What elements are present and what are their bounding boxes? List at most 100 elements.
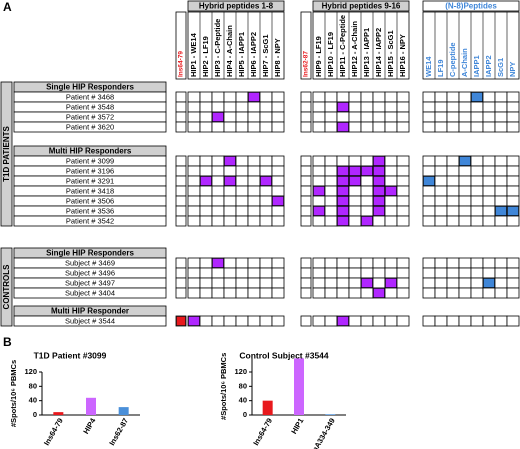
cell [259, 155, 273, 167]
cell [446, 121, 460, 133]
cell [506, 257, 520, 269]
cell [223, 277, 237, 289]
cell [396, 215, 410, 227]
column-label: C-peptide [448, 42, 457, 77]
cell [175, 91, 187, 103]
cell [187, 111, 201, 123]
y-tick-label: 80 [29, 381, 37, 390]
cell [348, 101, 362, 113]
cell [360, 111, 374, 123]
positive-cell [337, 122, 349, 132]
cell [482, 155, 496, 167]
cell [360, 287, 374, 299]
cell [422, 101, 436, 113]
cell [506, 121, 520, 133]
cell [470, 121, 484, 133]
cell [271, 287, 285, 299]
cell [175, 155, 187, 167]
cell [300, 215, 312, 227]
cell [384, 267, 398, 279]
cell [247, 185, 261, 197]
positive-cell [361, 216, 373, 226]
cell [259, 165, 273, 177]
cell [247, 205, 261, 217]
cell [384, 257, 398, 269]
insulin-header-box [300, 11, 312, 80]
cell [247, 175, 261, 187]
cell [324, 315, 338, 327]
column-label: HIP1 - WE14 [189, 32, 198, 77]
cell [482, 111, 496, 123]
cell [348, 195, 362, 207]
y-tick-label: 80 [239, 381, 247, 390]
column-label: HIP7 - ScG1 [261, 34, 270, 77]
positive-cell [337, 176, 349, 186]
cell [396, 257, 410, 269]
cell [312, 91, 326, 103]
row-label: Patient # 3196 [66, 166, 114, 175]
row-label: Patient # 3536 [66, 206, 114, 215]
cell [372, 91, 386, 103]
cell [199, 101, 213, 113]
cell [360, 175, 374, 187]
cell [470, 155, 484, 167]
cell [175, 267, 187, 279]
cell [300, 315, 312, 327]
cell [446, 257, 460, 269]
cell [175, 101, 187, 113]
cell [494, 287, 508, 299]
cell [187, 91, 201, 103]
cell [336, 111, 350, 123]
cell [175, 257, 187, 269]
positive-cell [260, 176, 272, 186]
cell [175, 205, 187, 217]
cell [300, 101, 312, 113]
cell [506, 287, 520, 299]
positive-cell [313, 186, 325, 196]
cell [446, 101, 460, 113]
row-label: Patient # 3572 [66, 112, 114, 121]
cell [396, 185, 410, 197]
row-label: Patient # 3548 [66, 102, 114, 111]
row-label: Patient # 3291 [66, 176, 114, 185]
cell [211, 155, 225, 167]
positive-cell [373, 206, 385, 216]
cell [199, 315, 213, 327]
cell [247, 121, 261, 133]
positive-cell [337, 216, 349, 226]
cell [482, 121, 496, 133]
cell [300, 121, 312, 133]
cell [199, 121, 213, 133]
cell [434, 121, 448, 133]
cell [235, 175, 249, 187]
cell [211, 277, 225, 289]
cell [235, 205, 249, 217]
row-label: Patient # 3620 [66, 122, 114, 131]
cell [199, 165, 213, 177]
cell [199, 205, 213, 217]
cell [336, 267, 350, 279]
cell [396, 277, 410, 289]
cell [259, 195, 273, 207]
cell [446, 155, 460, 167]
cell [396, 195, 410, 207]
y-axis-label: #Spots/10⁶ PBMCs [9, 360, 18, 427]
cell [324, 215, 338, 227]
cell [259, 277, 273, 289]
cell [506, 267, 520, 279]
cell [422, 315, 436, 327]
cell [446, 315, 460, 327]
x-tick-label: Ins64-79 [42, 416, 65, 447]
y-tick-label: 40 [239, 396, 247, 405]
cell [384, 215, 398, 227]
cell [312, 277, 326, 289]
cell [187, 215, 201, 227]
positive-cell [212, 258, 224, 268]
cell [506, 165, 520, 177]
column-label: HIP10 - LF19 [326, 32, 335, 77]
cell [271, 277, 285, 289]
cell [422, 215, 436, 227]
positive-cell [337, 166, 349, 176]
chart-title: T1D Patient #3099 [34, 350, 107, 360]
cell [470, 175, 484, 187]
